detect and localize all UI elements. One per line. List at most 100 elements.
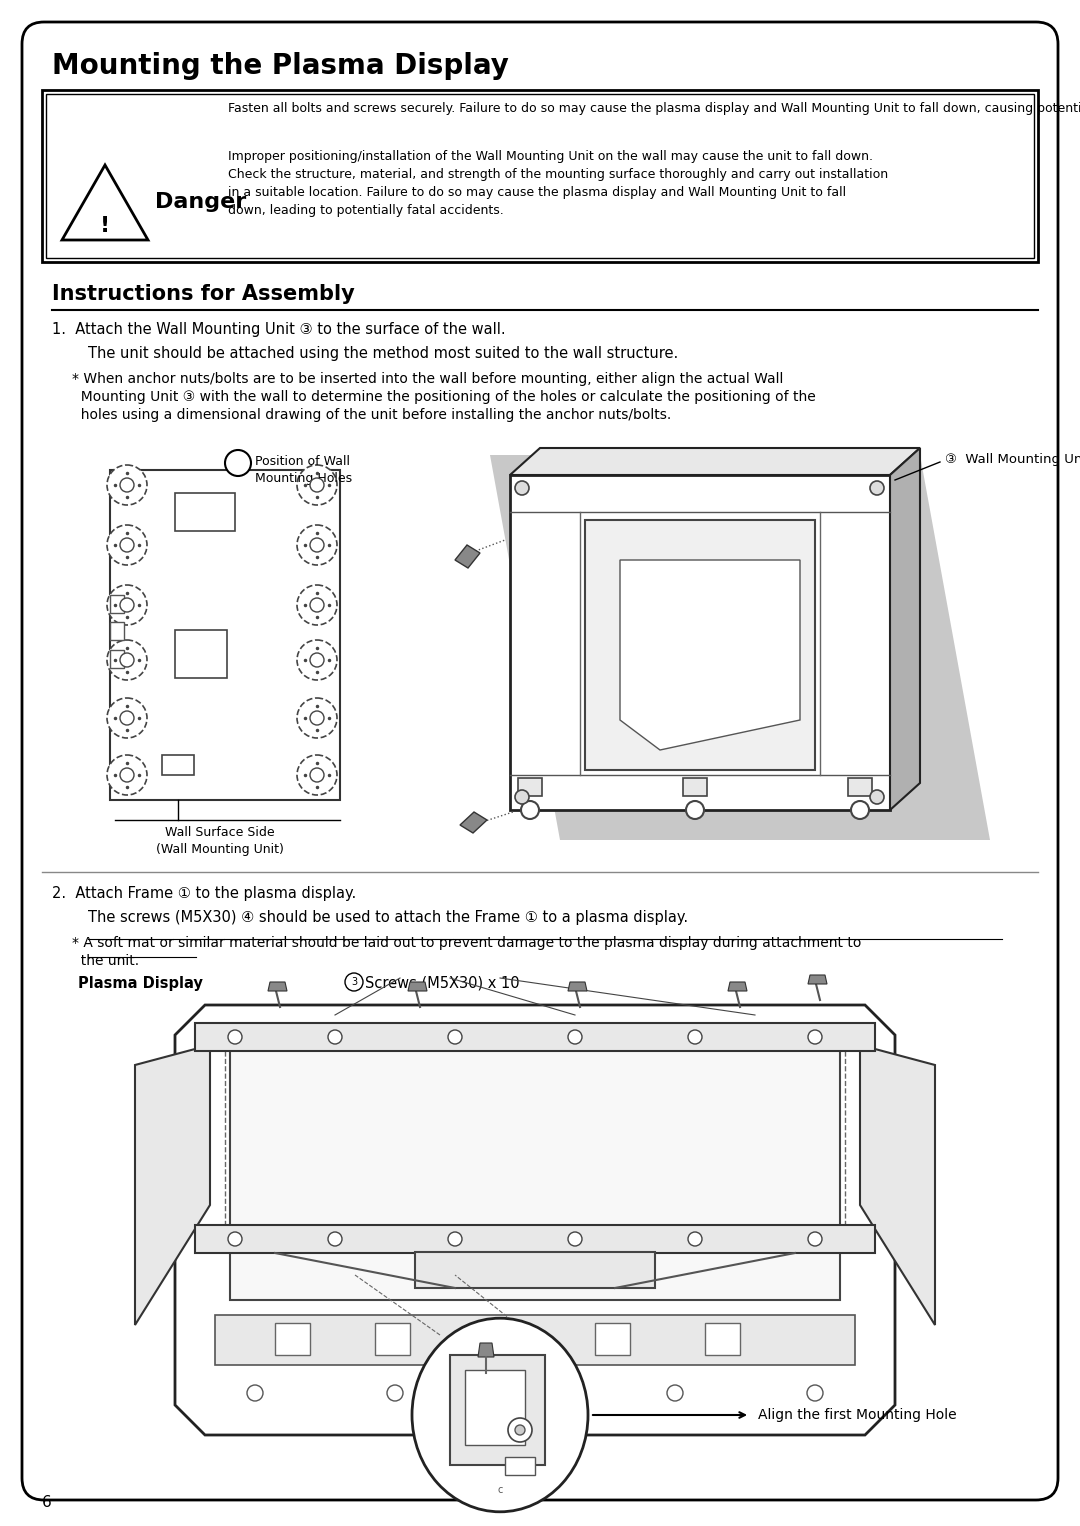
Polygon shape <box>510 475 890 810</box>
Polygon shape <box>510 449 920 475</box>
Circle shape <box>310 539 324 552</box>
Circle shape <box>297 465 337 505</box>
FancyBboxPatch shape <box>195 1225 875 1253</box>
FancyBboxPatch shape <box>175 630 227 678</box>
Polygon shape <box>568 983 588 990</box>
Circle shape <box>448 1231 462 1247</box>
Circle shape <box>107 639 147 681</box>
Text: the unit.: the unit. <box>72 954 139 967</box>
Polygon shape <box>62 165 148 240</box>
Circle shape <box>120 711 134 725</box>
Circle shape <box>808 1030 822 1044</box>
FancyBboxPatch shape <box>215 1315 855 1364</box>
Text: 2.  Attach Frame ① to the plasma display.: 2. Attach Frame ① to the plasma display. <box>52 887 356 900</box>
Polygon shape <box>808 975 827 984</box>
Circle shape <box>870 481 885 494</box>
Text: The unit should be attached using the method most suited to the wall structure.: The unit should be attached using the me… <box>87 346 678 362</box>
Text: 1.  Attach the Wall Mounting Unit ③ to the surface of the wall.: 1. Attach the Wall Mounting Unit ③ to th… <box>52 322 505 337</box>
Circle shape <box>515 790 529 804</box>
FancyBboxPatch shape <box>415 1251 654 1288</box>
Text: Fasten all bolts and screws securely. Failure to do so may cause the plasma disp: Fasten all bolts and screws securely. Fa… <box>228 102 1080 114</box>
FancyBboxPatch shape <box>175 493 235 531</box>
Polygon shape <box>890 449 920 810</box>
Circle shape <box>328 1030 342 1044</box>
FancyBboxPatch shape <box>110 623 124 639</box>
Text: Mounting Unit ③ with the wall to determine the positioning of the holes or calcu: Mounting Unit ③ with the wall to determi… <box>72 391 815 404</box>
Text: Mounting the Plasma Display: Mounting the Plasma Display <box>52 52 509 79</box>
Text: down, leading to potentially fatal accidents.: down, leading to potentially fatal accid… <box>228 204 503 217</box>
FancyBboxPatch shape <box>42 90 1038 262</box>
Circle shape <box>387 1386 403 1401</box>
FancyBboxPatch shape <box>450 1355 545 1465</box>
Text: Improper positioning/installation of the Wall Mounting Unit on the wall may caus: Improper positioning/installation of the… <box>228 150 873 163</box>
FancyBboxPatch shape <box>705 1323 740 1355</box>
Polygon shape <box>460 812 487 833</box>
Circle shape <box>568 1030 582 1044</box>
Circle shape <box>297 755 337 795</box>
Circle shape <box>310 598 324 612</box>
Text: !: ! <box>100 217 110 237</box>
Text: 6: 6 <box>42 1495 52 1511</box>
Polygon shape <box>490 455 990 839</box>
FancyBboxPatch shape <box>110 650 124 668</box>
Circle shape <box>120 653 134 667</box>
Polygon shape <box>135 1045 210 1325</box>
Text: Danger: Danger <box>156 192 246 212</box>
Circle shape <box>120 478 134 491</box>
FancyBboxPatch shape <box>162 755 194 775</box>
Polygon shape <box>268 983 287 990</box>
Circle shape <box>807 1386 823 1401</box>
Circle shape <box>297 584 337 626</box>
Circle shape <box>297 639 337 681</box>
Text: The screws (M5X30) ④ should be used to attach the Frame ① to a plasma display.: The screws (M5X30) ④ should be used to a… <box>87 909 688 925</box>
FancyBboxPatch shape <box>595 1323 630 1355</box>
FancyBboxPatch shape <box>848 778 872 797</box>
FancyBboxPatch shape <box>585 520 815 771</box>
FancyBboxPatch shape <box>230 1050 840 1300</box>
Circle shape <box>107 465 147 505</box>
Text: * When anchor nuts/bolts are to be inserted into the wall before mounting, eithe: * When anchor nuts/bolts are to be inser… <box>72 372 783 386</box>
Circle shape <box>107 584 147 626</box>
Circle shape <box>120 598 134 612</box>
Text: * A soft mat or similar material should be laid out to prevent damage to the pla: * A soft mat or similar material should … <box>72 935 862 951</box>
Text: Plasma Display: Plasma Display <box>78 977 203 990</box>
FancyBboxPatch shape <box>375 1323 410 1355</box>
Circle shape <box>515 1425 525 1434</box>
Ellipse shape <box>411 1318 588 1512</box>
FancyBboxPatch shape <box>46 95 1034 258</box>
Circle shape <box>686 801 704 819</box>
FancyBboxPatch shape <box>683 778 707 797</box>
Circle shape <box>667 1386 683 1401</box>
FancyBboxPatch shape <box>505 1457 535 1476</box>
Circle shape <box>688 1030 702 1044</box>
Circle shape <box>310 653 324 667</box>
FancyBboxPatch shape <box>22 21 1058 1500</box>
Text: 3: 3 <box>351 977 357 987</box>
Polygon shape <box>860 1045 935 1325</box>
Circle shape <box>297 697 337 739</box>
FancyBboxPatch shape <box>485 1323 519 1355</box>
Circle shape <box>310 711 324 725</box>
Circle shape <box>107 697 147 739</box>
Text: Check the structure, material, and strength of the mounting surface thoroughly a: Check the structure, material, and stren… <box>228 168 888 182</box>
Circle shape <box>328 1231 342 1247</box>
Circle shape <box>851 801 869 819</box>
FancyBboxPatch shape <box>110 595 124 613</box>
Circle shape <box>228 1231 242 1247</box>
Polygon shape <box>728 983 747 990</box>
Circle shape <box>808 1231 822 1247</box>
Circle shape <box>310 768 324 781</box>
Polygon shape <box>408 983 427 990</box>
Polygon shape <box>620 560 800 749</box>
Circle shape <box>448 1030 462 1044</box>
Circle shape <box>345 974 363 990</box>
Circle shape <box>688 1231 702 1247</box>
Circle shape <box>527 1386 543 1401</box>
Polygon shape <box>478 1343 494 1357</box>
Circle shape <box>107 755 147 795</box>
Circle shape <box>310 478 324 491</box>
FancyBboxPatch shape <box>465 1370 525 1445</box>
Text: in a suitable location. Failure to do so may cause the plasma display and Wall M: in a suitable location. Failure to do so… <box>228 186 846 198</box>
FancyBboxPatch shape <box>195 1022 875 1051</box>
Text: Wall Surface Side
(Wall Mounting Unit): Wall Surface Side (Wall Mounting Unit) <box>157 826 284 856</box>
